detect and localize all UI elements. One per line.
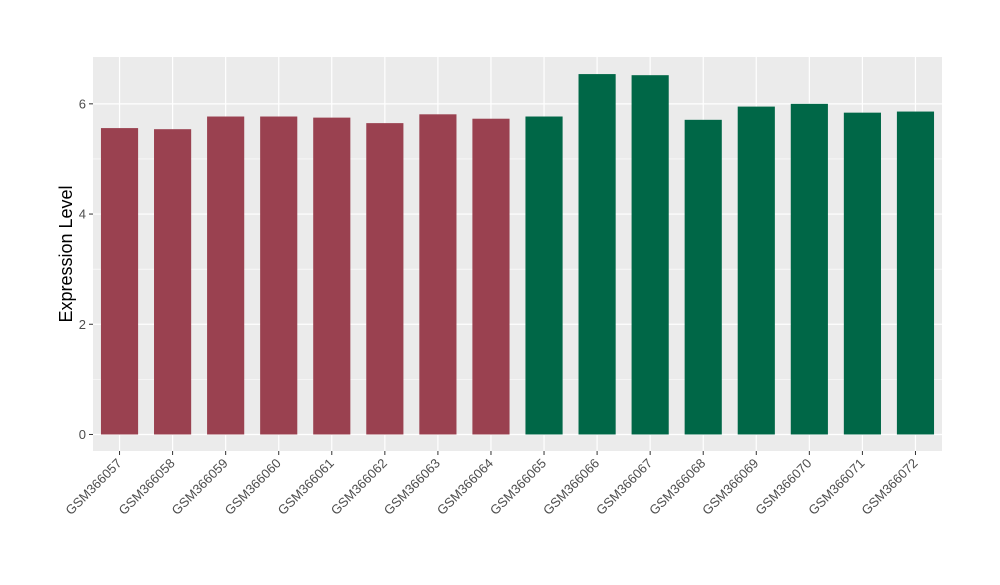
bar [419, 114, 457, 435]
bar [843, 112, 881, 435]
y-tick-label: 0 [79, 427, 86, 442]
y-tick-label: 4 [79, 207, 86, 222]
bar [260, 116, 298, 435]
bar [525, 116, 563, 435]
x-tick-label: GSM366066 [540, 456, 602, 518]
x-tick-label: GSM366059 [169, 456, 231, 518]
bar [366, 123, 404, 435]
x-tick-label: GSM366064 [434, 456, 496, 518]
x-tick-label: GSM366061 [275, 456, 337, 518]
y-axis-label: Expression Level [56, 185, 76, 322]
bars [100, 74, 935, 435]
bar [684, 119, 722, 435]
x-tick-label: GSM366070 [752, 456, 814, 518]
x-axis: GSM366057GSM366058GSM366059GSM366060GSM3… [62, 451, 921, 518]
x-tick-label: GSM366065 [487, 456, 549, 518]
bar [100, 128, 139, 435]
x-tick-label: GSM366060 [222, 456, 284, 518]
bar [737, 106, 775, 435]
y-axis: 0 2 4 6 [79, 96, 93, 442]
x-tick-label: GSM366071 [805, 456, 867, 518]
bar [154, 129, 192, 435]
y-tick-label: 6 [79, 96, 86, 111]
bar [313, 117, 351, 435]
bar [896, 111, 935, 435]
x-tick-label: GSM366057 [62, 456, 124, 518]
x-tick-label: GSM366058 [115, 456, 177, 518]
x-tick-label: GSM366067 [593, 456, 655, 518]
x-tick-label: GSM366069 [699, 456, 761, 518]
bar [790, 103, 828, 435]
bar [578, 74, 616, 435]
x-tick-label: GSM366062 [328, 456, 390, 518]
x-tick-label: GSM366072 [858, 456, 920, 518]
x-tick-label: GSM366068 [646, 456, 708, 518]
bar [472, 118, 510, 435]
bar [631, 75, 669, 435]
x-tick-label: GSM366063 [381, 456, 443, 518]
bar [207, 116, 245, 435]
y-tick-label: 2 [79, 317, 86, 332]
